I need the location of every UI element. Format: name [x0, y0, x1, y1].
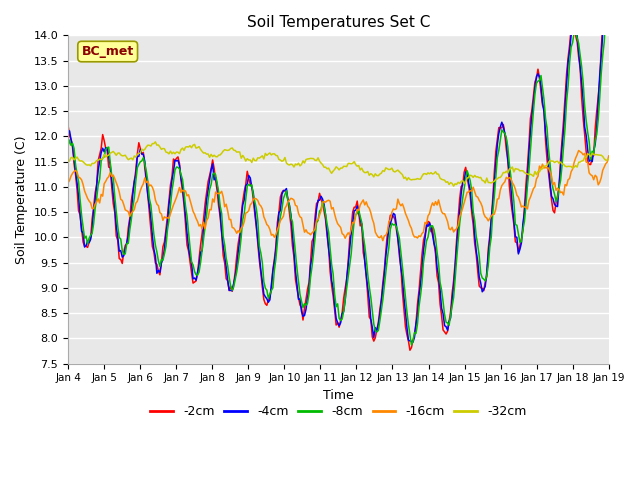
-32cm — [302, 156, 310, 162]
-8cm — [131, 195, 138, 201]
-16cm — [301, 229, 308, 235]
-2cm — [576, 65, 584, 71]
Text: BC_met: BC_met — [81, 45, 134, 58]
-16cm — [575, 148, 582, 154]
-16cm — [252, 196, 260, 202]
-16cm — [605, 153, 612, 159]
-16cm — [225, 216, 233, 222]
-32cm — [131, 153, 138, 159]
-16cm — [243, 209, 251, 215]
Line: -2cm: -2cm — [68, 0, 609, 350]
-4cm — [576, 63, 584, 69]
-2cm — [301, 305, 308, 311]
-4cm — [243, 181, 251, 187]
-32cm — [64, 160, 72, 166]
-32cm — [605, 156, 612, 162]
-4cm — [225, 288, 233, 293]
-2cm — [131, 179, 138, 184]
-4cm — [131, 179, 138, 184]
-32cm — [245, 157, 253, 163]
Line: -16cm: -16cm — [68, 151, 609, 240]
-4cm — [252, 222, 260, 228]
-2cm — [243, 168, 251, 174]
-16cm — [64, 180, 72, 186]
-2cm — [252, 224, 260, 229]
X-axis label: Time: Time — [323, 389, 354, 402]
-8cm — [64, 144, 72, 149]
-32cm — [254, 155, 262, 161]
-32cm — [450, 183, 458, 189]
-32cm — [227, 145, 234, 151]
-16cm — [379, 238, 387, 243]
-8cm — [301, 301, 308, 307]
-16cm — [131, 206, 138, 212]
Line: -8cm: -8cm — [68, 0, 609, 345]
Title: Soil Temperatures Set C: Soil Temperatures Set C — [246, 15, 430, 30]
Line: -4cm: -4cm — [68, 0, 609, 342]
-4cm — [409, 339, 417, 345]
-2cm — [225, 288, 233, 293]
-2cm — [406, 348, 414, 353]
Legend: -2cm, -4cm, -8cm, -16cm, -32cm: -2cm, -4cm, -8cm, -16cm, -32cm — [145, 400, 531, 423]
-8cm — [252, 205, 260, 211]
-8cm — [225, 275, 233, 280]
-8cm — [408, 342, 415, 348]
-32cm — [152, 139, 159, 145]
-16cm — [578, 150, 586, 156]
-8cm — [243, 183, 251, 189]
-8cm — [576, 52, 584, 58]
-4cm — [301, 312, 308, 318]
-2cm — [64, 122, 72, 128]
Y-axis label: Soil Temperature (C): Soil Temperature (C) — [15, 135, 28, 264]
-4cm — [64, 129, 72, 134]
Line: -32cm: -32cm — [68, 142, 609, 186]
-32cm — [578, 158, 586, 164]
